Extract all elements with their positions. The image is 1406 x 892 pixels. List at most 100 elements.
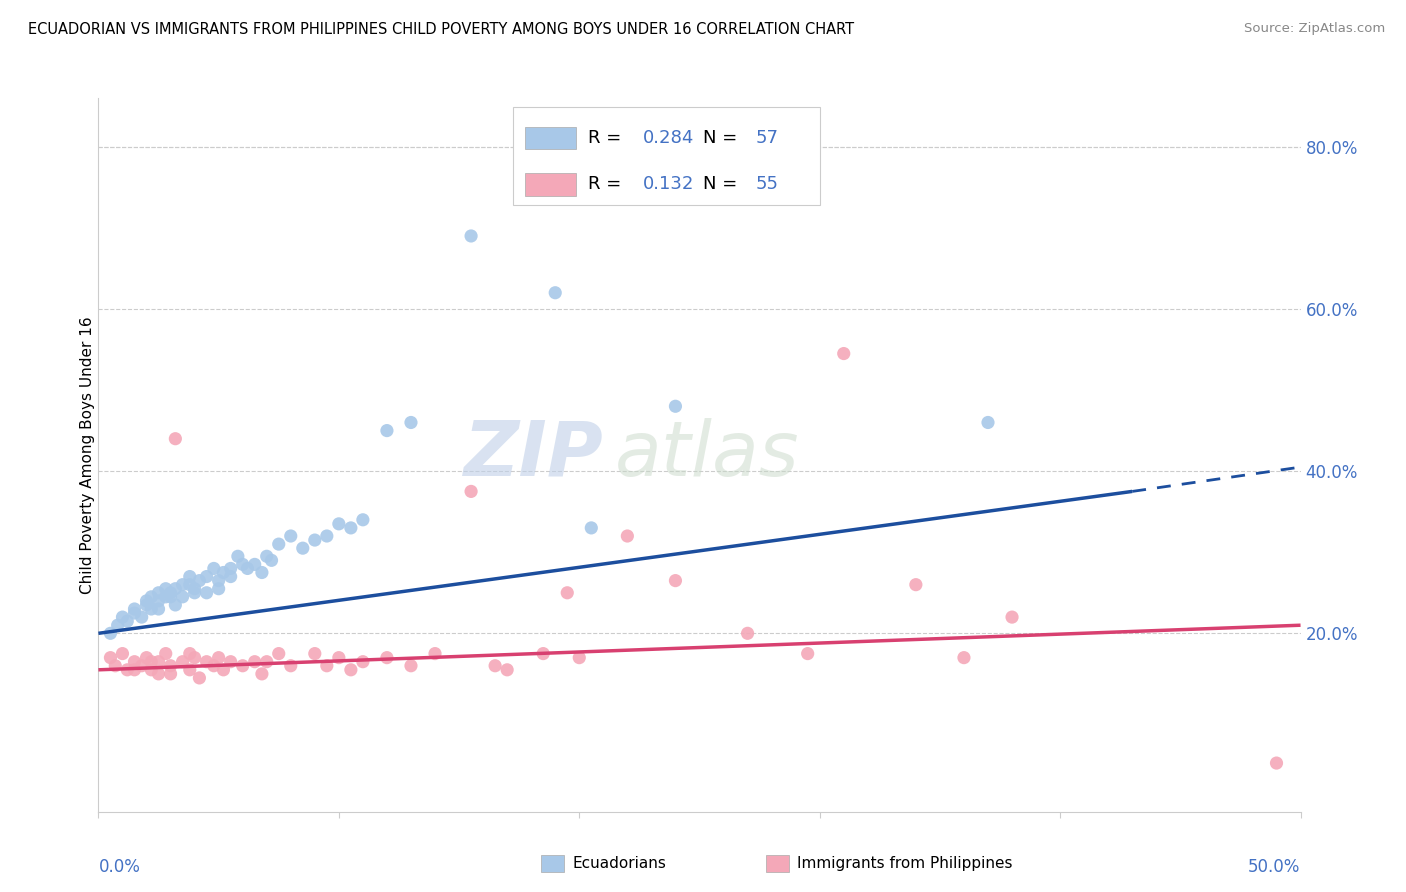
Point [159, 590, 181, 604]
Point [267, 647, 290, 661]
Point [1265, 756, 1288, 770]
Text: ZIP: ZIP [464, 418, 603, 491]
Point [250, 566, 273, 580]
Point [202, 658, 225, 673]
Point [243, 558, 266, 572]
Bar [526, 127, 575, 150]
Point [148, 594, 170, 608]
Point [340, 663, 363, 677]
Point [250, 666, 273, 681]
Point [832, 346, 855, 360]
Text: R =: R = [588, 176, 627, 194]
Point [531, 647, 554, 661]
Point [117, 663, 139, 677]
Point [172, 590, 194, 604]
Point [236, 561, 259, 575]
Point [460, 229, 482, 244]
Point [148, 602, 170, 616]
Point [664, 574, 686, 588]
Point [904, 577, 927, 591]
Point [141, 602, 163, 616]
Point [183, 582, 205, 596]
Text: 50.0%: 50.0% [1249, 858, 1301, 876]
Bar [526, 173, 575, 196]
Point [124, 655, 146, 669]
Point [135, 594, 157, 608]
Point [328, 650, 350, 665]
Point [304, 647, 326, 661]
Point [183, 650, 205, 665]
Point [328, 516, 350, 531]
Point [796, 647, 818, 661]
Point [616, 529, 638, 543]
Point [304, 533, 326, 547]
Text: R =: R = [588, 129, 627, 147]
FancyBboxPatch shape [513, 107, 820, 205]
Point [737, 626, 759, 640]
Point [135, 598, 157, 612]
Point [195, 655, 218, 669]
Point [179, 569, 201, 583]
Point [165, 598, 187, 612]
Point [291, 541, 314, 556]
Point [124, 602, 146, 616]
Point [232, 658, 254, 673]
Point [159, 658, 181, 673]
Point [104, 658, 127, 673]
Point [484, 658, 506, 673]
Point [219, 561, 242, 575]
Point [179, 663, 201, 677]
Point [399, 416, 422, 430]
Point [165, 582, 187, 596]
Point [172, 577, 194, 591]
Point [202, 561, 225, 575]
Point [188, 574, 211, 588]
Point [155, 590, 177, 604]
Point [267, 537, 290, 551]
Point [155, 582, 177, 596]
Point [232, 558, 254, 572]
Point [352, 513, 374, 527]
Text: ECUADORIAN VS IMMIGRANTS FROM PHILIPPINES CHILD POVERTY AMONG BOYS UNDER 16 CORR: ECUADORIAN VS IMMIGRANTS FROM PHILIPPINE… [28, 22, 855, 37]
Point [165, 432, 187, 446]
Text: 57: 57 [756, 129, 779, 147]
Point [159, 666, 181, 681]
Point [664, 399, 686, 413]
Point [195, 586, 218, 600]
Point [188, 671, 211, 685]
Text: 0.284: 0.284 [643, 129, 695, 147]
Point [953, 650, 976, 665]
Point [256, 655, 278, 669]
Point [111, 610, 134, 624]
Point [148, 586, 170, 600]
Point [226, 549, 249, 564]
Point [100, 626, 122, 640]
Point [155, 647, 177, 661]
Point [340, 521, 363, 535]
Point [568, 650, 591, 665]
Text: N =: N = [703, 176, 744, 194]
Point [208, 582, 231, 596]
Text: N =: N = [703, 129, 744, 147]
Point [375, 424, 398, 438]
Point [117, 614, 139, 628]
Point [135, 650, 157, 665]
Point [212, 566, 235, 580]
Point [179, 577, 201, 591]
Point [159, 586, 181, 600]
Point [1001, 610, 1024, 624]
Point [141, 590, 163, 604]
Point [131, 658, 153, 673]
Point [179, 647, 201, 661]
Text: 55: 55 [756, 176, 779, 194]
Y-axis label: Child Poverty Among Boys Under 16: Child Poverty Among Boys Under 16 [80, 316, 94, 594]
Point [352, 655, 374, 669]
Point [131, 610, 153, 624]
Point [195, 569, 218, 583]
Point [183, 586, 205, 600]
Text: 0.132: 0.132 [643, 176, 695, 194]
Point [460, 484, 482, 499]
Point [111, 647, 134, 661]
Point [219, 655, 242, 669]
Point [375, 650, 398, 665]
